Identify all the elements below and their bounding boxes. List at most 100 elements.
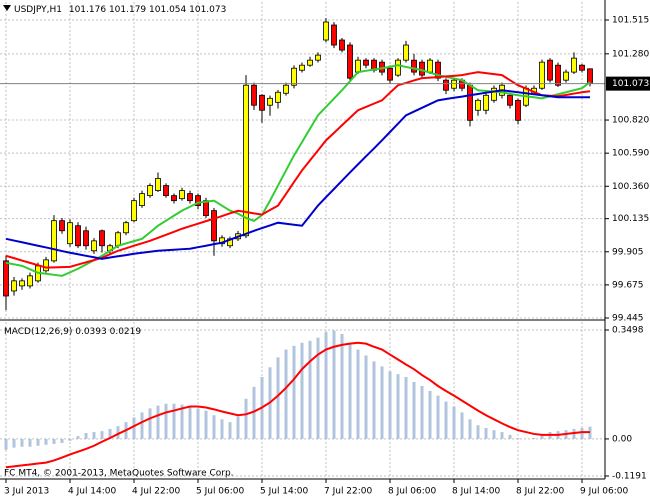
y-tick-label: 101.515: [612, 15, 649, 25]
macd-bar: [36, 438, 40, 446]
candle-body: [179, 190, 185, 200]
macd-bar: [316, 337, 320, 439]
candle-body: [411, 59, 417, 73]
x-tick-label: 3 Jul 2013: [4, 487, 49, 497]
macd-bar: [372, 361, 376, 439]
candle-body: [19, 280, 25, 287]
candle-body: [243, 84, 249, 237]
candle-body: [27, 275, 33, 287]
macd-bar: [220, 419, 224, 439]
candle-body: [99, 230, 105, 247]
candle-body: [251, 84, 257, 106]
menu-triangle[interactable]: [3, 5, 11, 11]
macd-bar: [180, 404, 184, 439]
x-tick-label: 8 Jul 06:00: [388, 487, 437, 497]
macd-header: MACD(12,26,9) 0.0393 0.0219: [4, 327, 141, 337]
macd-bar: [52, 438, 56, 444]
price-marker-label: 101.073: [612, 79, 649, 89]
macd-bar: [4, 438, 8, 450]
signal-last: 0.0219: [110, 327, 142, 337]
macd-bar: [332, 330, 336, 439]
candle-body: [163, 185, 169, 197]
macd-bar: [508, 434, 512, 439]
candle-body: [75, 225, 81, 247]
candle-body: [291, 67, 297, 86]
symbol-title: USDJPY,H1: [14, 5, 62, 15]
candle-body: [563, 71, 569, 81]
x-tick-label: 9 Jul 06:00: [580, 487, 629, 497]
x-tick-label: 8 Jul 14:00: [452, 487, 501, 497]
macd-bar: [484, 428, 488, 439]
macd-bar: [20, 438, 24, 447]
candle-body: [547, 59, 553, 81]
candle-body: [387, 67, 393, 81]
candle-body: [443, 79, 449, 91]
candle-body: [347, 44, 353, 79]
y-tick-label: 100.360: [612, 182, 649, 192]
candle-body: [275, 91, 281, 103]
macd-bar: [76, 436, 80, 439]
candle-body: [283, 84, 289, 94]
y-tick-label: 99.445: [612, 314, 644, 324]
macd-bar: [428, 390, 432, 439]
candle-body: [539, 61, 545, 89]
candle-body: [203, 200, 209, 217]
candle-body: [419, 61, 425, 76]
macd-bar: [12, 438, 16, 448]
candle-body: [51, 220, 57, 262]
macd-bar: [292, 345, 296, 439]
macd-bar: [380, 366, 384, 439]
macd-bar: [276, 357, 280, 439]
macd-bar: [148, 408, 152, 439]
candle-body: [435, 61, 441, 79]
macd-bar: [300, 342, 304, 439]
macd-bar: [468, 419, 472, 439]
candle-body: [467, 84, 473, 121]
candle-body: [91, 240, 97, 252]
candle-body: [43, 259, 49, 272]
macd-bar: [196, 408, 200, 439]
x-tick-label: 4 Jul 14:00: [68, 487, 117, 497]
macd-bar: [356, 349, 360, 439]
copyright: FC MT4, © 2001-2013, MetaQuotes Software…: [4, 469, 234, 479]
plot-layer: [0, 2, 605, 478]
candle-body: [355, 59, 361, 73]
y-tick-label: 99.905: [612, 247, 644, 257]
macd-bar: [108, 428, 112, 439]
macd-bar: [92, 432, 96, 439]
candle-body: [211, 210, 217, 242]
candle-body: [475, 99, 481, 111]
y-tick-label: 100.590: [612, 149, 649, 159]
macd-bar: [132, 417, 136, 439]
moving-average: [5, 89, 590, 260]
candle-body: [515, 99, 521, 121]
macd-bar: [68, 438, 72, 441]
macd-bar: [436, 395, 440, 439]
candle-body: [451, 79, 457, 89]
macd-bar: [156, 405, 160, 439]
macd-bar: [532, 437, 536, 439]
macd-bar: [212, 415, 216, 439]
chart-header: USDJPY,H1 101.176 101.179 101.054 101.07…: [14, 5, 226, 15]
candle-body: [131, 200, 137, 222]
signal-line: [5, 341, 591, 469]
macd-last: 0.0393: [75, 327, 107, 337]
x-tick-label: 5 Jul 14:00: [260, 487, 309, 497]
macd-bar: [172, 403, 176, 439]
macd-bar: [308, 340, 312, 439]
macd-bar: [452, 406, 456, 439]
y-tick-label: -0.1191: [612, 472, 647, 482]
candle-body: [427, 59, 433, 73]
candle-body: [123, 222, 129, 234]
y-tick-label: 101.280: [612, 49, 649, 59]
candle-body: [395, 59, 401, 76]
x-tick-label: 8 Jul 22:00: [516, 487, 565, 497]
macd-bar: [140, 412, 144, 439]
candle-body: [67, 222, 73, 245]
last-low: 101.054: [149, 5, 186, 15]
macd-bar: [412, 381, 416, 439]
y-tick-label: 100.820: [612, 116, 649, 126]
candle-body: [171, 195, 177, 202]
